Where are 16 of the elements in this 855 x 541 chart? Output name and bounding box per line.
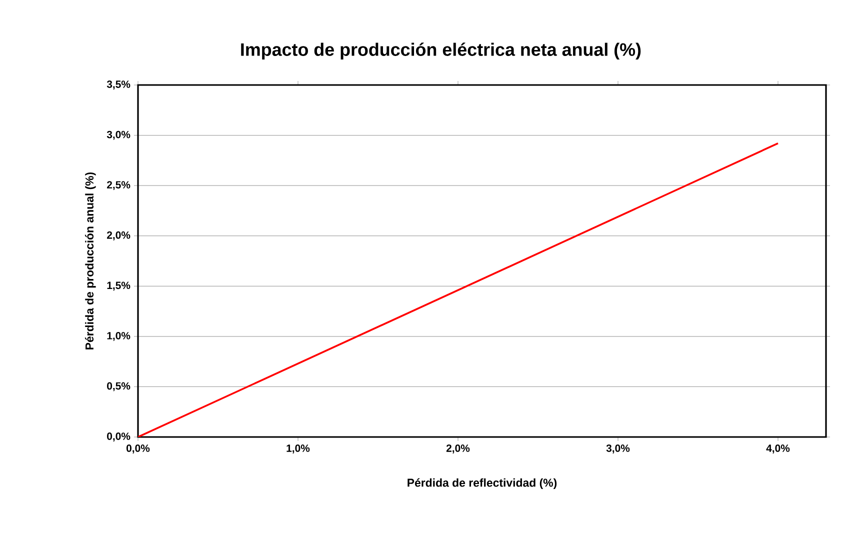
y-tick-label: 0,5% — [107, 382, 130, 392]
y-tick-label: 1,5% — [107, 282, 130, 291]
chart-title: Impacto de producción eléctrica neta anual (%) — [241, 42, 641, 60]
y-tick-label: 3,5% — [106, 80, 130, 90]
x-tick-label: 2,0% — [446, 444, 470, 454]
y-axis-title: Pérdida de producción anual (%) — [85, 172, 96, 350]
y-tick-label: 2,5% — [106, 181, 130, 190]
x-tick-label: 1,0% — [286, 444, 310, 454]
y-tick-label: 0,0% — [107, 432, 130, 442]
y-tick-label: 3,0% — [106, 130, 130, 140]
x-tick-label: 4,0% — [766, 444, 790, 454]
y-tick-label: 2,0% — [106, 231, 130, 240]
x-axis-title: Pérdida de reflectividad (%) — [408, 478, 557, 490]
x-tick-label: 3,0% — [606, 444, 630, 454]
y-tick-label: 1,0% — [107, 332, 130, 341]
x-tick-label: 0,0% — [126, 444, 150, 454]
